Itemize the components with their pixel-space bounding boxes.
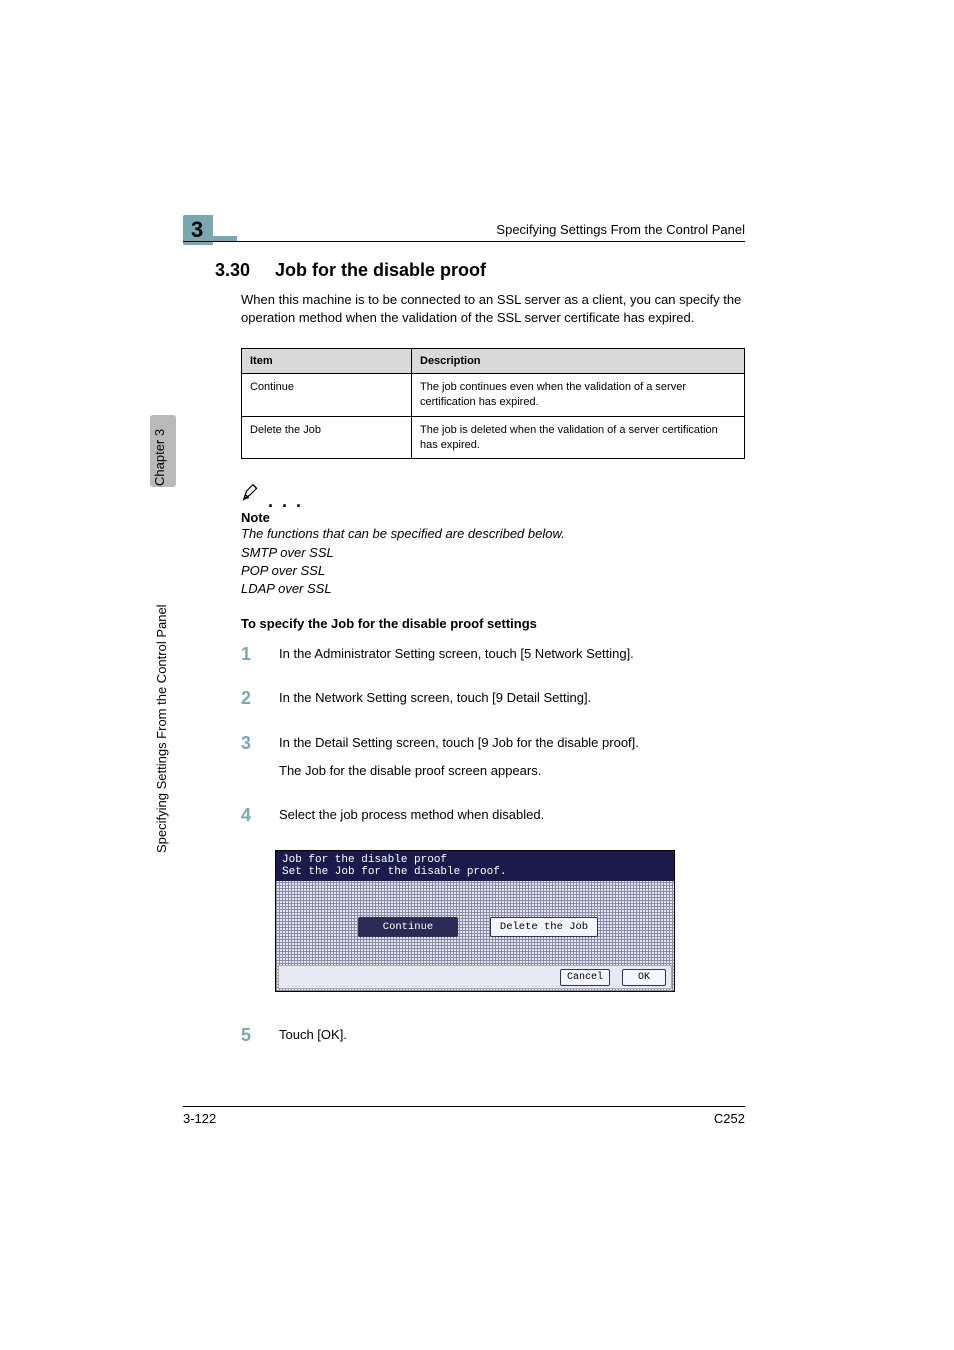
- step-line: In the Administrator Setting screen, tou…: [279, 645, 634, 663]
- step-text: In the Network Setting screen, touch [9 …: [279, 689, 591, 717]
- step-line: Touch [OK].: [279, 1026, 347, 1044]
- note-label: Note: [241, 510, 745, 525]
- steps-list-cont: 5 Touch [OK].: [241, 1026, 745, 1054]
- header-rule: [183, 241, 745, 242]
- step-number: 1: [241, 645, 259, 663]
- table-cell-desc: The job continues even when the validati…: [412, 374, 745, 417]
- step-number: 2: [241, 689, 259, 707]
- section-heading: 3.30 Job for the disable proof: [215, 260, 745, 281]
- table-header-row: Item Description: [242, 349, 745, 374]
- items-table: Item Description Continue The job contin…: [241, 348, 745, 459]
- panel-ok-button[interactable]: OK: [622, 969, 666, 986]
- table-header-desc: Description: [412, 349, 745, 374]
- step-line: In the Network Setting screen, touch [9 …: [279, 689, 591, 707]
- section-title: Job for the disable proof: [275, 260, 486, 281]
- table-header-item: Item: [242, 349, 412, 374]
- step: 3 In the Detail Setting screen, touch [9…: [241, 734, 745, 790]
- panel-cancel-button[interactable]: Cancel: [560, 969, 610, 986]
- step-text: Select the job process method when disab…: [279, 806, 544, 834]
- step-number: 4: [241, 806, 259, 824]
- step: 4 Select the job process method when dis…: [241, 806, 745, 834]
- side-tab-title: Specifying Settings From the Control Pan…: [154, 604, 169, 853]
- side-tab: Chapter 3 Specifying Settings From the C…: [148, 415, 178, 855]
- step: 2 In the Network Setting screen, touch […: [241, 689, 745, 717]
- footer-model: C252: [714, 1111, 745, 1126]
- section-number: 3.30: [215, 260, 257, 281]
- procedure-heading: To specify the Job for the disable proof…: [241, 616, 745, 631]
- step-line: In the Detail Setting screen, touch [9 J…: [279, 734, 639, 752]
- table-cell-desc: The job is deleted when the validation o…: [412, 416, 745, 459]
- note-body: The functions that can be specified are …: [241, 525, 745, 598]
- note-icon-row: . . .: [241, 481, 745, 508]
- note-dots: . . .: [268, 496, 303, 508]
- table-cell-item: Delete the Job: [242, 416, 412, 459]
- note-line: POP over SSL: [241, 562, 745, 580]
- pencil-icon: [241, 481, 263, 508]
- panel-continue-button[interactable]: Continue: [358, 917, 458, 937]
- steps-list: 1 In the Administrator Setting screen, t…: [241, 645, 745, 834]
- note-line: LDAP over SSL: [241, 580, 745, 598]
- running-title: Specifying Settings From the Control Pan…: [496, 222, 745, 237]
- note-line: The functions that can be specified are …: [241, 525, 745, 543]
- step-text: In the Administrator Setting screen, tou…: [279, 645, 634, 673]
- note-line: SMTP over SSL: [241, 544, 745, 562]
- step-line: The Job for the disable proof screen app…: [279, 762, 639, 780]
- step-number: 3: [241, 734, 259, 752]
- control-panel-screenshot: Job for the disable proof Set the Job fo…: [275, 850, 675, 992]
- note-block: . . . Note The functions that can be spe…: [241, 481, 745, 598]
- panel-footer-strip: [278, 965, 672, 989]
- panel-delete-button[interactable]: Delete the Job: [490, 917, 598, 937]
- panel-title-line1: Job for the disable proof: [282, 854, 447, 866]
- panel-header: Job for the disable proof Set the Job fo…: [276, 851, 674, 881]
- step-text: In the Detail Setting screen, touch [9 J…: [279, 734, 639, 790]
- step: 5 Touch [OK].: [241, 1026, 745, 1054]
- table-row: Delete the Job The job is deleted when t…: [242, 416, 745, 459]
- panel-body: Continue Delete the Job Cancel OK: [276, 881, 674, 991]
- footer-page-number: 3-122: [183, 1111, 216, 1126]
- table-row: Continue The job continues even when the…: [242, 374, 745, 417]
- panel-title-line2: Set the Job for the disable proof.: [282, 866, 668, 878]
- table-cell-item: Continue: [242, 374, 412, 417]
- step-text: Touch [OK].: [279, 1026, 347, 1054]
- step-line: Select the job process method when disab…: [279, 806, 544, 824]
- step-number: 5: [241, 1026, 259, 1044]
- step: 1 In the Administrator Setting screen, t…: [241, 645, 745, 673]
- content-column: 3.30 Job for the disable proof When this…: [215, 260, 745, 1070]
- side-tab-chapter: Chapter 3: [152, 429, 167, 486]
- section-intro: When this machine is to be connected to …: [241, 291, 745, 326]
- footer-rule: [183, 1106, 745, 1107]
